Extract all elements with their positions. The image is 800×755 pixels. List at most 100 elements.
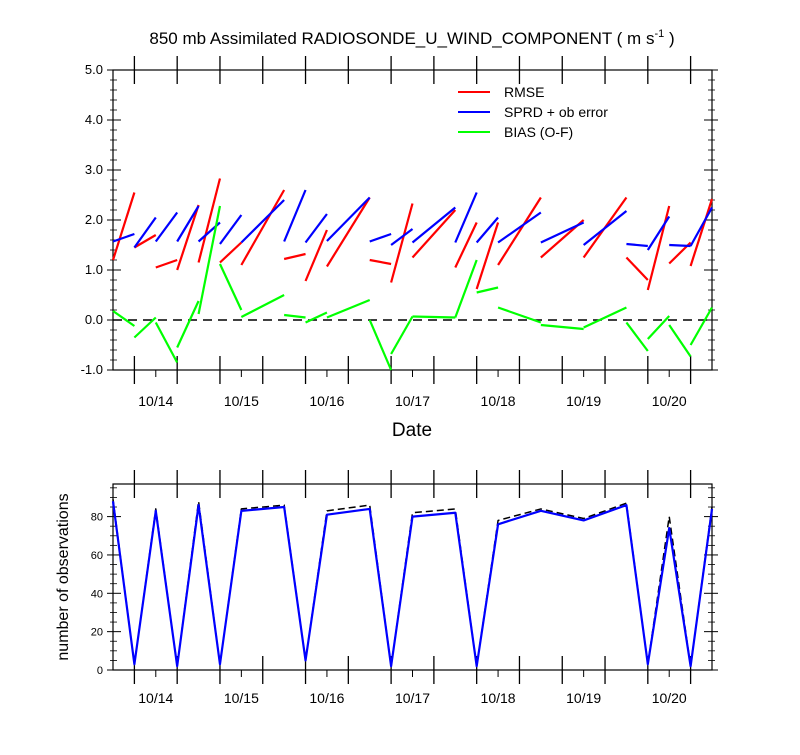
series-segment [326,298,371,319]
series-segment [240,294,285,318]
series-segment [240,189,286,266]
series-segment [154,321,179,364]
series-segment [411,209,457,259]
y-axis-label: number of observations [55,493,72,660]
x-tick-label: 10/20 [652,690,687,706]
series-segment [475,222,500,290]
series-segment [689,198,714,267]
series-segment [540,323,584,331]
y-tick-label: 2.0 [85,212,103,227]
series-segment [646,215,671,251]
series-segment [689,306,713,346]
legend-label: SPRD + ob error [504,104,608,120]
series-segment [305,311,328,324]
series-segment [133,216,157,249]
series-segment [325,196,371,268]
series-segment [497,196,542,266]
series-segment [283,189,307,242]
chart-title: 850 mb Assimilated RADIOSONDE_U_WIND_COM… [149,28,674,48]
x-tick-label: 10/19 [566,690,601,706]
x-tick-label: 10/18 [481,393,516,409]
series-segment [390,203,414,283]
series-segment [454,222,478,268]
series-segment [304,229,328,282]
series-segment [219,241,243,264]
series-segment [625,321,649,352]
series-segment [626,242,648,248]
series-sprd-ob-error [112,189,713,251]
y-tick-label: 5.0 [85,62,103,77]
series-segment [497,306,542,324]
series-segment [369,258,392,266]
series-segment [283,252,306,261]
legend-label: BIAS (O-F) [504,124,573,140]
bottom-chart: 0 20 40 60 80 10/14 10/15 10/16 10/17 10/18 10/19 1… [55,470,718,706]
series-segment [240,199,285,244]
legend-label: RMSE [504,84,544,100]
series-segment [284,313,306,319]
series-segment [689,206,713,247]
series-segment [326,196,371,242]
series-segment [668,324,692,358]
series-segment [476,286,499,294]
series-segment [369,232,392,243]
x-tick-label: 10/20 [652,393,687,409]
series-rmse [111,178,714,291]
series-segment [582,210,628,246]
series-line-used [111,501,714,668]
y-tick-label: 0.0 [85,312,103,327]
x-tick-label: 10/17 [395,690,430,706]
series-segment [219,214,243,245]
x-tick-label: 10/19 [566,393,601,409]
series-segment [647,315,671,340]
series-segment [133,316,157,339]
y-tick-label: 4.0 [85,112,103,127]
series-segment [540,221,585,244]
y-tick-label: 60 [91,550,103,562]
series-segment [454,192,478,243]
chart-title-main: 850 mb Assimilated RADIOSONDE_U_WIND_COM… [149,29,654,48]
x-tick-label: 10/16 [309,393,344,409]
series-segment [412,315,456,319]
series-segment [112,232,135,243]
y-tick-label: 3.0 [85,162,103,177]
series-segment [155,258,178,269]
y-tick-label: -1.0 [81,362,103,377]
x-tick-label: 10/16 [309,690,344,706]
series-bias-o-f- [112,205,713,371]
series-segment [390,228,414,246]
series-segment [411,206,456,244]
x-tick-label: 10/14 [138,393,173,409]
chart-title-close: ) [664,29,674,48]
series-segment [133,234,157,249]
series-segment [368,319,393,371]
series-segment [197,178,222,263]
y-tick-label: 1.0 [85,262,103,277]
series-segment [625,256,649,281]
series-segment [218,263,243,311]
series-segment [304,213,328,244]
x-axis-label: Date [392,420,432,441]
y-tick-label: 0 [97,665,103,677]
series-segment [176,204,200,271]
series-segment [475,216,499,244]
y-tick-label: 20 [91,627,103,639]
x-tick-label: 10/17 [395,393,430,409]
plot-frame [112,483,713,671]
series-segment [583,306,627,329]
y-tick-label: 40 [91,588,103,600]
series-segment [154,211,179,243]
x-tick-label: 10/14 [138,690,173,706]
plot-frame [112,69,713,371]
x-tick-label: 10/15 [224,690,259,706]
y-tick-label: 80 [91,512,103,524]
top-chart: -1.0 0.0 1.0 2.0 3.0 4.0 5.0 10/14 10/15 10/16 10/… [81,56,718,441]
series-segment [197,205,222,315]
series-segment [497,211,542,244]
series-segment [176,300,200,348]
chart-title-exponent: -1 [654,28,664,40]
series-segment [454,259,478,318]
x-tick-label: 10/18 [481,690,516,706]
